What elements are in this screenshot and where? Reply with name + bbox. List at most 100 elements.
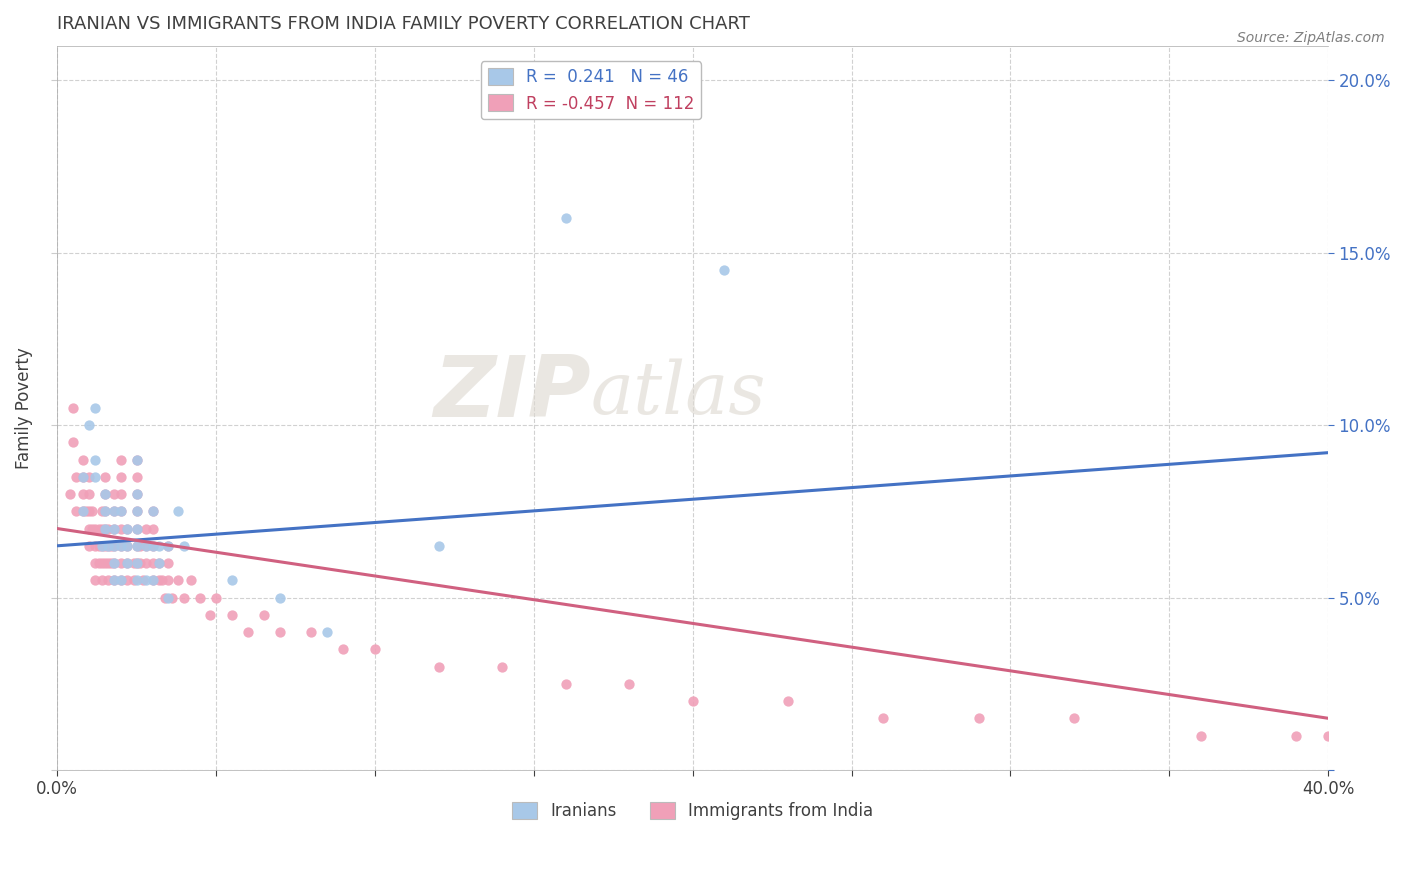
Point: [157, 574, 180, 588]
Point: [103, 556, 125, 570]
Point: [103, 556, 125, 570]
Point: [332, 642, 354, 657]
Y-axis label: Family Poverty: Family Poverty: [15, 347, 32, 468]
Point: [72, 470, 94, 484]
Point: [77, 470, 100, 484]
Point: [82, 522, 104, 536]
Point: [1063, 711, 1085, 725]
Point: [173, 539, 195, 553]
Point: [115, 539, 138, 553]
Point: [103, 522, 125, 536]
Point: [135, 556, 157, 570]
Point: [125, 452, 148, 467]
Point: [236, 625, 259, 640]
Point: [115, 556, 138, 570]
Point: [110, 504, 132, 518]
Point: [115, 522, 138, 536]
Point: [148, 556, 170, 570]
Point: [167, 574, 190, 588]
Point: [125, 470, 148, 484]
Point: [115, 574, 138, 588]
Point: [87, 539, 110, 553]
Legend: Iranians, Immigrants from India: Iranians, Immigrants from India: [505, 796, 880, 827]
Point: [364, 642, 387, 657]
Point: [94, 504, 117, 518]
Point: [77, 504, 100, 518]
Point: [110, 452, 132, 467]
Point: [84, 522, 107, 536]
Point: [84, 470, 107, 484]
Point: [103, 487, 125, 501]
Point: [72, 487, 94, 501]
Point: [110, 522, 132, 536]
Point: [77, 522, 100, 536]
Point: [713, 263, 735, 277]
Point: [221, 574, 243, 588]
Point: [97, 539, 120, 553]
Point: [427, 659, 450, 673]
Point: [1285, 729, 1308, 743]
Point: [103, 504, 125, 518]
Point: [94, 556, 117, 570]
Text: Source: ZipAtlas.com: Source: ZipAtlas.com: [1237, 31, 1385, 45]
Point: [125, 556, 148, 570]
Point: [135, 539, 157, 553]
Point: [115, 539, 138, 553]
Point: [427, 539, 450, 553]
Point: [97, 556, 120, 570]
Point: [90, 539, 112, 553]
Point: [103, 504, 125, 518]
Point: [198, 607, 221, 622]
Point: [72, 452, 94, 467]
Point: [122, 574, 145, 588]
Point: [103, 522, 125, 536]
Point: [1189, 729, 1212, 743]
Point: [554, 211, 576, 226]
Point: [125, 522, 148, 536]
Point: [110, 487, 132, 501]
Text: atlas: atlas: [591, 358, 766, 429]
Point: [160, 591, 183, 605]
Point: [125, 504, 148, 518]
Point: [142, 504, 165, 518]
Point: [967, 711, 990, 725]
Point: [617, 677, 640, 691]
Point: [90, 522, 112, 536]
Point: [142, 574, 165, 588]
Point: [125, 504, 148, 518]
Point: [100, 556, 122, 570]
Point: [142, 556, 165, 570]
Point: [115, 522, 138, 536]
Point: [110, 574, 132, 588]
Point: [205, 591, 228, 605]
Point: [110, 470, 132, 484]
Point: [110, 556, 132, 570]
Point: [125, 539, 148, 553]
Point: [122, 556, 145, 570]
Point: [94, 504, 117, 518]
Point: [269, 625, 291, 640]
Point: [110, 539, 132, 553]
Point: [65, 470, 87, 484]
Point: [94, 487, 117, 501]
Point: [1317, 729, 1340, 743]
Point: [65, 504, 87, 518]
Point: [135, 522, 157, 536]
Point: [125, 539, 148, 553]
Point: [125, 556, 148, 570]
Point: [142, 504, 165, 518]
Point: [110, 539, 132, 553]
Point: [173, 591, 195, 605]
Point: [776, 694, 799, 708]
Point: [72, 504, 94, 518]
Point: [167, 504, 190, 518]
Point: [97, 522, 120, 536]
Point: [157, 556, 180, 570]
Point: [115, 556, 138, 570]
Point: [150, 574, 173, 588]
Point: [84, 401, 107, 415]
Point: [253, 607, 276, 622]
Point: [142, 539, 165, 553]
Point: [103, 539, 125, 553]
Text: ZIP: ZIP: [433, 351, 591, 434]
